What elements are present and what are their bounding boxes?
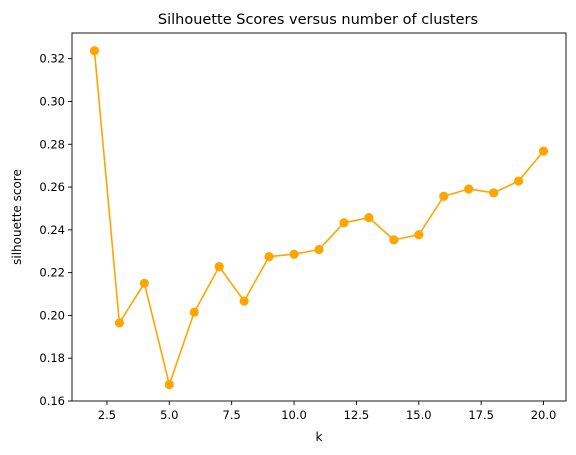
data-point: [189, 307, 199, 317]
y-tick-label: 0.30: [39, 94, 65, 108]
x-tick-label: 15.0: [406, 408, 432, 422]
y-tick-label: 0.26: [39, 180, 65, 194]
x-tick-label: 2.5: [98, 408, 116, 422]
plot-area: [89, 46, 549, 390]
x-tick-label: 20.0: [531, 408, 557, 422]
axes-frame: [71, 32, 567, 402]
x-tick-label: 7.5: [223, 408, 241, 422]
x-axis-label: k: [316, 430, 323, 444]
series-line: [93, 50, 545, 386]
data-point: [239, 296, 249, 306]
data-point: [164, 379, 174, 390]
chart-title: Silhouette Scores versus number of clust…: [158, 12, 478, 28]
y-tick-label: 0.22: [39, 266, 65, 280]
data-point: [314, 244, 324, 255]
y-tick-label: 0.32: [39, 52, 65, 66]
data-point: [214, 262, 224, 272]
data-point: [464, 184, 474, 194]
data-point: [364, 213, 374, 223]
y-axis-label: silhouette score: [10, 169, 24, 265]
y-tick-label: 0.18: [39, 351, 65, 365]
y-tick-label: 0.28: [39, 137, 65, 151]
data-point: [139, 278, 149, 288]
x-axis: 2.5 5.0 7.5 10.0 12.5 15.0 17.5 20.0: [98, 401, 557, 422]
data-point: [439, 191, 449, 201]
data-point: [339, 218, 349, 228]
y-axis: 0.16 0.18 0.20 0.22 0.24 0.26 0.28 0.30 0.32: [39, 52, 72, 408]
y-tick-label: 0.16: [39, 394, 65, 408]
y-tick-label: 0.24: [39, 223, 65, 237]
x-tick-label: 5.0: [160, 408, 178, 422]
x-tick-label: 10.0: [281, 408, 307, 422]
data-point: [389, 235, 399, 245]
data-point: [489, 188, 499, 198]
y-tick-label: 0.20: [39, 308, 65, 322]
data-point: [264, 251, 274, 262]
x-tick-label: 12.5: [344, 408, 370, 422]
data-point: [289, 249, 299, 259]
data-point: [89, 46, 100, 56]
data-point: [513, 176, 524, 186]
data-point: [414, 230, 424, 240]
data-point: [114, 318, 125, 328]
data-point: [538, 146, 549, 156]
x-tick-label: 17.5: [468, 408, 494, 422]
